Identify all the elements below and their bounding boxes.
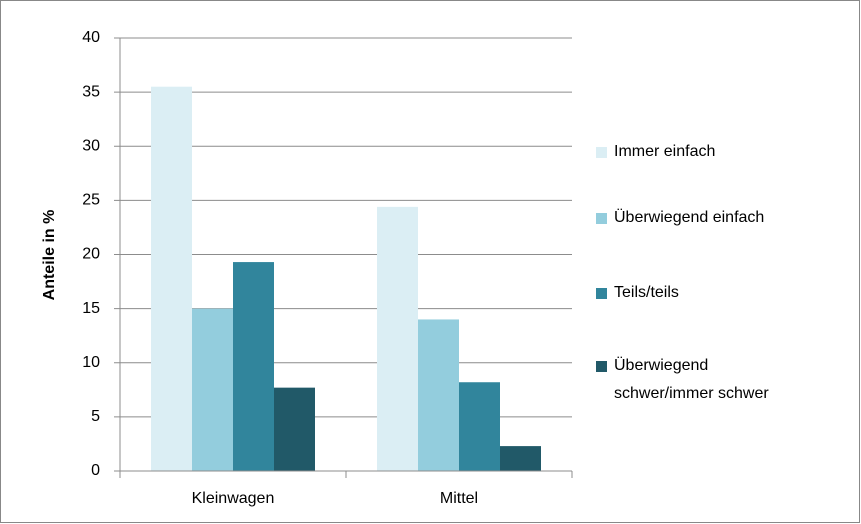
legend-swatch bbox=[596, 361, 607, 372]
y-tick-label: 5 bbox=[91, 408, 100, 425]
bar bbox=[418, 319, 459, 471]
legend-item: Überwiegend schwer/immer schwer bbox=[596, 352, 816, 408]
y-tick-label: 20 bbox=[82, 246, 100, 263]
bar bbox=[459, 382, 500, 471]
bar bbox=[192, 308, 233, 471]
y-tick-label: 40 bbox=[82, 29, 100, 46]
y-tick-label: 0 bbox=[91, 462, 100, 479]
legend-swatch bbox=[596, 213, 607, 224]
bar bbox=[151, 86, 192, 472]
legend-label: Teils/teils bbox=[614, 284, 679, 301]
y-tick-label: 15 bbox=[82, 300, 100, 317]
legend-item: Immer einfach bbox=[596, 138, 816, 166]
bar bbox=[233, 262, 274, 471]
y-tick-label: 25 bbox=[82, 192, 100, 209]
y-tick-label: 35 bbox=[82, 83, 100, 100]
legend-swatch bbox=[596, 288, 607, 299]
legend-label: Immer einfach bbox=[614, 143, 716, 160]
bar bbox=[377, 206, 418, 471]
bar bbox=[500, 446, 541, 471]
legend-item: Überwiegend einfach bbox=[596, 204, 816, 232]
legend-label: Überwiegend schwer/immer schwer bbox=[614, 357, 769, 402]
x-tick-label: Mittel bbox=[440, 490, 478, 507]
y-tick-label: 30 bbox=[82, 137, 100, 154]
y-tick-label: 10 bbox=[82, 354, 100, 371]
legend-swatch bbox=[596, 147, 607, 158]
bar bbox=[274, 387, 315, 471]
legend-label: Überwiegend einfach bbox=[614, 209, 765, 226]
y-axis-label: Anteile in % bbox=[41, 210, 58, 301]
x-tick-label: Kleinwagen bbox=[192, 490, 275, 507]
legend-item: Teils/teils bbox=[596, 279, 816, 307]
